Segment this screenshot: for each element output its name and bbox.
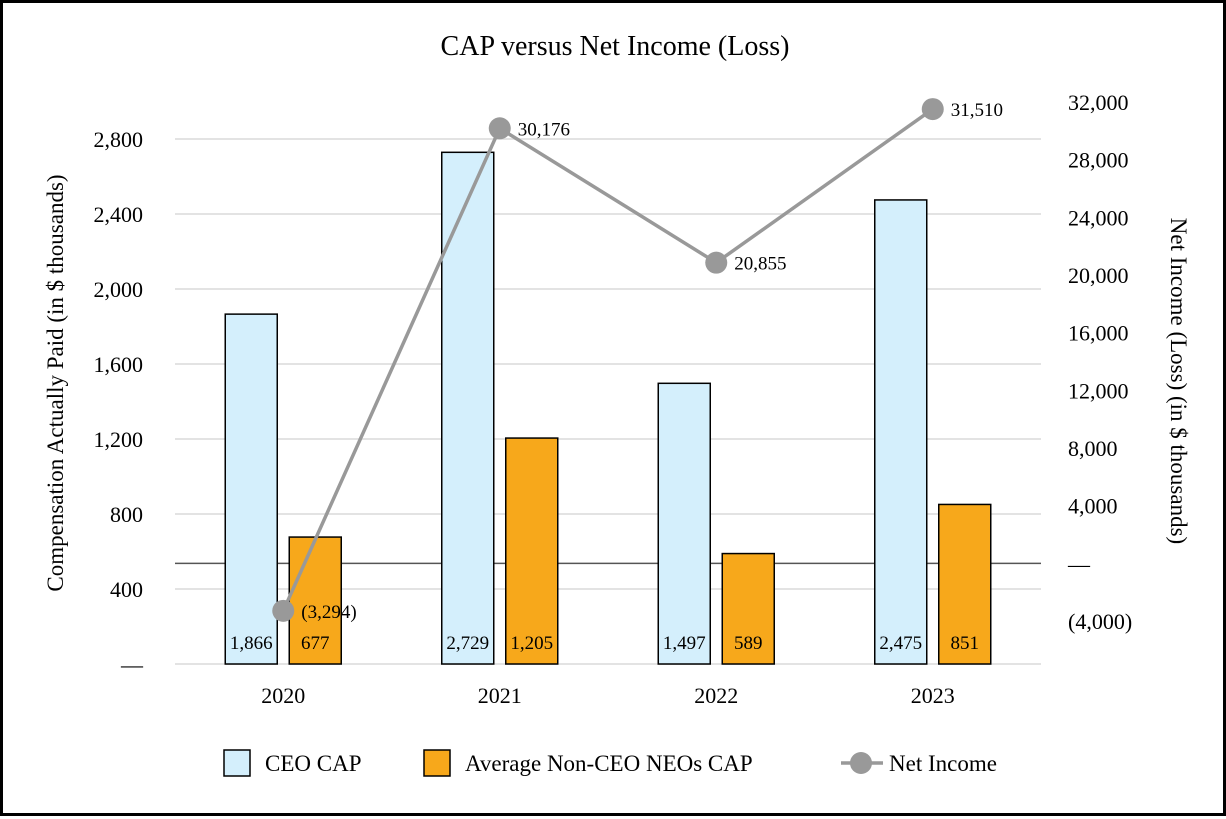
left-tick-label: 2,000 (94, 277, 144, 302)
legend-label-ceo-cap: CEO CAP (265, 751, 362, 776)
non-ceo-cap-data-label: 1,205 (510, 633, 553, 654)
right-axis-title: Net Income (Loss) (in $ thousands) (1166, 218, 1191, 544)
non-ceo-cap-bar (288, 536, 342, 665)
net-income-data-label: 20,855 (734, 254, 786, 275)
left-axis-title: Compensation Actually Paid (in $ thousan… (43, 174, 68, 591)
ceo-cap-data-label: 2,475 (879, 633, 922, 654)
net-income-data-label: (3,294) (301, 602, 356, 623)
legend: CEO CAP Average Non-CEO NEOs CAP Net Incom… (223, 749, 997, 777)
net-income-line (281, 107, 934, 612)
ceo-cap-bar (441, 151, 495, 665)
x-tick-label: 2022 (694, 683, 738, 708)
net-income-data-label: 30,176 (518, 119, 570, 140)
ceo-cap-bar (224, 313, 278, 665)
right-tick-label: 28,000 (1068, 148, 1129, 173)
x-axis-ticks: 2020 2021 2022 2023 (261, 683, 955, 708)
gridlines (175, 138, 1041, 665)
right-tick-label: (4,000) (1068, 609, 1132, 634)
right-tick-label: 16,000 (1068, 321, 1129, 346)
left-tick-label: 400 (110, 577, 143, 602)
ceo-cap-data-label: 1,497 (663, 633, 706, 654)
ceo-cap-data-label: 1,866 (230, 633, 273, 654)
right-tick-label: 12,000 (1068, 378, 1129, 403)
right-tick-label: 8,000 (1068, 436, 1118, 461)
legend-label-net-income: Net Income (889, 751, 997, 776)
right-tick-label: 32,000 (1068, 90, 1129, 115)
x-tick-label: 2021 (478, 683, 522, 708)
net-income-point (272, 599, 295, 622)
legend-swatch-non-ceo-cap (423, 749, 451, 777)
net-income-point (921, 98, 944, 121)
left-tick-label: 2,800 (94, 127, 144, 152)
net-income-point (488, 117, 511, 140)
x-tick-label: 2020 (261, 683, 305, 708)
right-axis-ticks: (4,000) — 4,000 8,000 12,000 16,000 20,000 24,0… (1067, 90, 1132, 634)
non-ceo-cap-data-label: 851 (951, 633, 980, 654)
left-tick-label: 1,200 (94, 427, 144, 452)
non-ceo-cap-bar (721, 552, 775, 665)
right-tick-label: — (1067, 551, 1091, 576)
non-ceo-cap-data-label: 589 (734, 633, 763, 654)
ceo-cap-bar (657, 382, 711, 665)
left-tick-label: 2,400 (94, 202, 144, 227)
bar-series: 1,866 677 2,729 1,205 1,497 589 2,475 851 (224, 151, 992, 665)
chart-canvas: CAP versus Net Income (Loss) 1,866 677 2,7… (43, 31, 1191, 777)
left-tick-label: 1,600 (94, 352, 144, 377)
net-income-data-label: 31,510 (951, 100, 1003, 121)
legend-swatch-ceo-cap (223, 749, 251, 777)
non-ceo-cap-bar (505, 437, 559, 665)
legend-label-non-ceo-cap: Average Non-CEO NEOs CAP (465, 751, 753, 776)
ceo-cap-bar (874, 199, 928, 665)
right-tick-label: 4,000 (1068, 494, 1118, 519)
net-income-point (705, 251, 728, 274)
legend-marker-net-income (850, 752, 872, 774)
left-axis-ticks: — 400 800 1,200 1,600 2,000 2,400 2,800 (94, 127, 145, 677)
right-tick-label: 20,000 (1068, 263, 1129, 288)
right-tick-label: 24,000 (1068, 205, 1129, 230)
net-income-line-series: (3,294) 30,176 20,855 31,510 (272, 98, 1003, 623)
left-tick-label: 800 (110, 502, 143, 527)
chart-title: CAP versus Net Income (Loss) (441, 31, 790, 62)
ceo-cap-data-label: 2,729 (446, 633, 489, 654)
x-tick-label: 2023 (911, 683, 955, 708)
non-ceo-cap-data-label: 677 (301, 633, 330, 654)
non-ceo-cap-bar (938, 503, 992, 665)
left-tick-label: — (120, 652, 144, 677)
